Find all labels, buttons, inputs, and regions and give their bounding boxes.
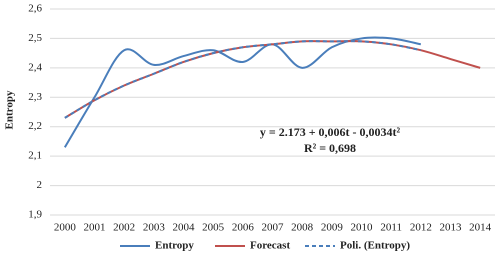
x-tick-label: 2013 [440, 222, 463, 234]
y-axis-label: Entropy [4, 90, 16, 129]
x-tick-label: 2014 [469, 222, 492, 234]
line-series [64, 40, 422, 119]
y-tick-label: 2,1 [28, 150, 42, 162]
annotation: y = 2.173 + 0,006t - 0,0034t² [260, 125, 401, 139]
annotation: R² = 0,698 [304, 141, 356, 155]
y-tick-label: 2,6 [28, 3, 42, 15]
line-series [64, 40, 481, 119]
y-tick-label: 1,9 [28, 209, 42, 221]
x-tick-label: 2009 [321, 222, 344, 234]
legend-label: Forecast [250, 240, 290, 252]
y-tick-label: 2,3 [28, 91, 42, 103]
y-tick-label: 2,5 [28, 32, 42, 44]
x-tick-label: 2010 [351, 222, 374, 234]
legend-label: Entropy [155, 240, 194, 252]
x-tick-label: 2012 [410, 222, 432, 234]
y-tick-label: 2,4 [28, 61, 42, 73]
x-tick-label: 2011 [380, 222, 402, 234]
x-tick-label: 2000 [54, 222, 77, 234]
x-tick-label: 2001 [84, 222, 106, 234]
y-tick-label: 2 [37, 179, 43, 191]
x-tick-label: 2004 [173, 222, 196, 234]
x-tick-label: 2002 [113, 222, 135, 234]
x-tick-label: 2005 [202, 222, 225, 234]
y-tick-label: 2,2 [28, 120, 42, 132]
x-tick-label: 2008 [291, 222, 314, 234]
legend-label: Poli. (Entropy) [340, 240, 410, 252]
x-tick-label: 2006 [232, 222, 255, 234]
x-tick-label: 2007 [262, 222, 285, 234]
line-series [63, 36, 422, 148]
x-tick-label: 2003 [143, 222, 166, 234]
